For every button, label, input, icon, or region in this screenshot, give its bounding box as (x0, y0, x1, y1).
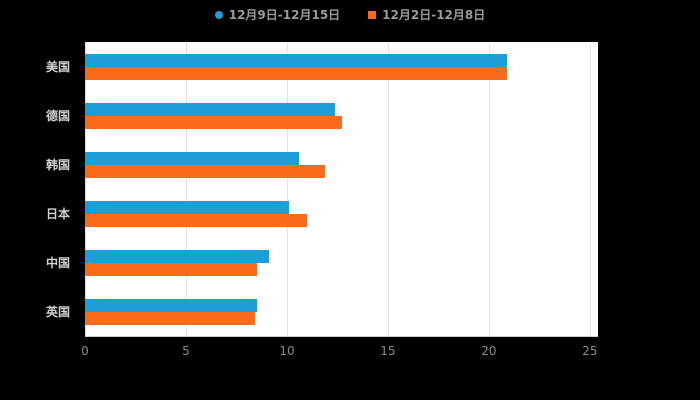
legend-item-series1[interactable]: 12月9日-12月15日 (214, 6, 341, 23)
legend-square-marker-icon (368, 10, 377, 19)
gridline (85, 42, 86, 336)
y-axis-category-label: 日本 (45, 207, 70, 222)
plot-area (85, 42, 598, 337)
x-axis-tick-label: 20 (481, 344, 497, 358)
x-axis-tick-label: 25 (582, 344, 598, 358)
bar-series1 (85, 53, 508, 67)
y-axis-category-label: 韩国 (45, 157, 70, 172)
bar-series2 (85, 312, 255, 326)
y-axis-category-label: 英国 (45, 305, 70, 320)
gridline (286, 42, 288, 336)
legend-circle-marker-icon (214, 10, 223, 19)
bar-series2 (85, 115, 342, 129)
gridline (387, 42, 389, 336)
y-axis-category-label: 德国 (45, 108, 70, 123)
y-axis-category-label: 中国 (45, 256, 70, 271)
bar-series1 (85, 250, 269, 264)
bar-series2 (85, 263, 257, 277)
bar-series1 (85, 201, 289, 215)
gridline (488, 42, 490, 336)
bar-series2 (85, 66, 508, 80)
gridline (589, 42, 591, 336)
legend-label-series2: 12月2日-12月8日 (382, 8, 486, 22)
legend-item-series2[interactable]: 12月2日-12月8日 (368, 6, 485, 23)
x-axis-tick-label: 10 (279, 344, 295, 358)
bar-series1 (85, 299, 257, 313)
chart-legend: 12月9日-12月15日 12月2日-12月8日 (0, 6, 700, 23)
y-axis-category-label: 美国 (45, 59, 70, 74)
x-axis-tick-label: 15 (380, 344, 396, 358)
gridline (185, 42, 187, 336)
bar-series2 (85, 164, 326, 178)
legend-label-series1: 12月9日-12月15日 (228, 8, 341, 22)
x-axis-tick-label: 0 (81, 344, 89, 358)
x-axis-tick-label: 5 (182, 344, 190, 358)
bar-series1 (85, 151, 300, 165)
bar-series1 (85, 102, 336, 116)
bar-series2 (85, 214, 308, 228)
